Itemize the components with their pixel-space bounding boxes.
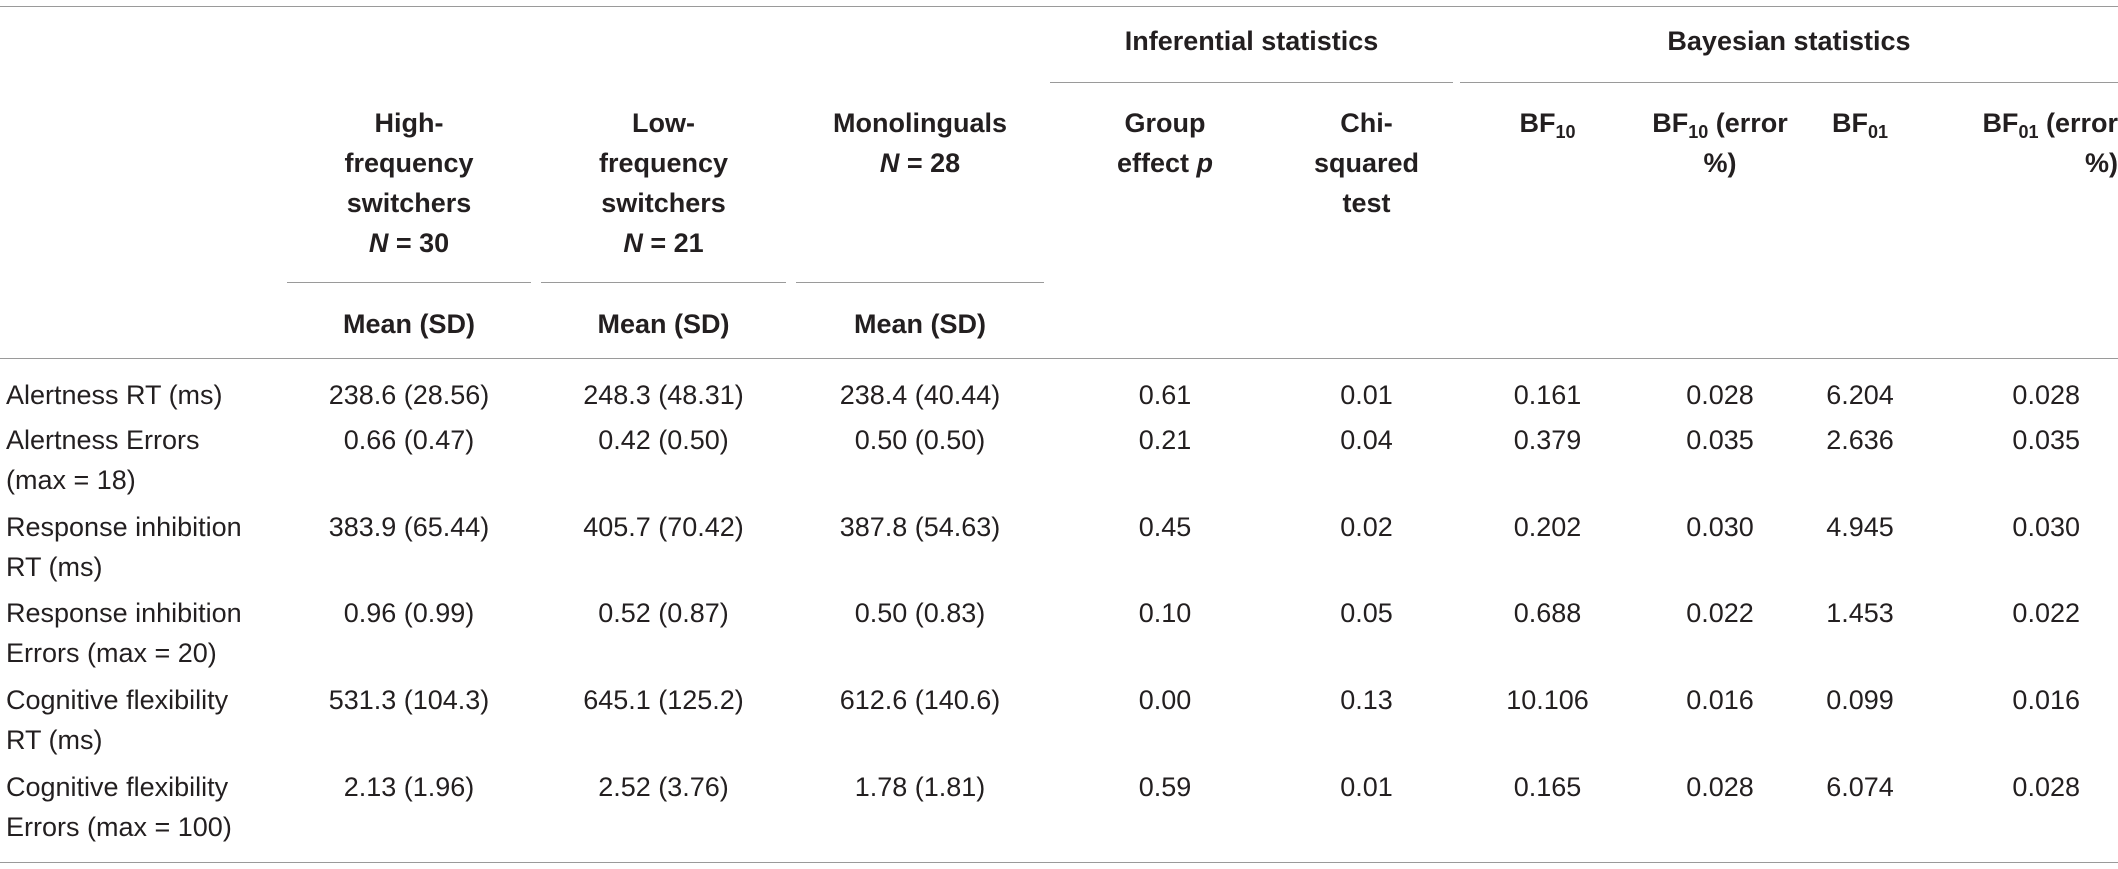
inferential-rule: [1050, 82, 1453, 83]
mono-group-rule: [796, 282, 1044, 283]
row-label-line1: Cognitive flexibility: [6, 685, 229, 715]
bf10-value: 0.688: [1513, 598, 1582, 628]
bf10-value: 0.202: [1513, 512, 1582, 542]
bf10-header: BF10: [1519, 108, 1576, 142]
mono-value: 0.50 (0.83): [854, 598, 986, 628]
group-p-value: 0.61: [1138, 380, 1192, 410]
bf10-error-value: 0.028: [1686, 380, 1754, 410]
chi-squared-value: 0.01: [1340, 772, 1393, 802]
row-label-line2: Errors (max = 100): [6, 812, 232, 842]
mono-value: 0.50 (0.50): [854, 425, 986, 455]
low-value: 0.52 (0.87): [598, 598, 729, 628]
monolinguals-header: Monolinguals N = 28: [833, 108, 1007, 178]
mono-mean-sd-subheader: Mean (SD): [853, 309, 986, 339]
bf01-error-header: BF01 (error %): [1982, 108, 2118, 178]
bayesian-statistics-header: Bayesian statistics: [1667, 26, 1911, 56]
low-mean-sd-subheader: Mean (SD): [597, 309, 730, 339]
bf01-error-value: 0.022: [2012, 598, 2080, 628]
bf01-value: 0.099: [1826, 685, 1894, 715]
bottom-rule: [0, 862, 2118, 863]
low-value: 645.1 (125.2): [583, 685, 744, 715]
bayesian-rule: [1460, 82, 2118, 83]
chi-squared-value: 0.02: [1340, 512, 1393, 542]
high-value: 2.13 (1.96): [343, 772, 475, 802]
bf10-error-header: BF10 (error %): [1652, 108, 1788, 178]
chi-squared-value: 0.05: [1340, 598, 1393, 628]
low-frequency-switchers-header: Low- frequency switchers N = 21: [598, 108, 729, 258]
mono-value: 612.6 (140.6): [839, 685, 1001, 715]
high-value: 531.3 (104.3): [328, 685, 490, 715]
high-value: 0.96 (0.99): [343, 598, 475, 628]
chi-squared-value: 0.13: [1340, 685, 1393, 715]
group-p-value: 0.45: [1138, 512, 1192, 542]
bf01-value: 6.204: [1826, 380, 1894, 410]
high-value: 0.66 (0.47): [343, 425, 475, 455]
high-mean-sd-subheader: Mean (SD): [342, 309, 475, 339]
row-label-line1: Response inhibition: [6, 512, 242, 542]
bf01-value: 6.074: [1826, 772, 1894, 802]
row-label: Response inhibition RT (ms): [6, 507, 306, 587]
bf10-error-value: 0.022: [1686, 598, 1754, 628]
bf01-error-value: 0.016: [2012, 685, 2080, 715]
chi-squared-header: Chi- squared test: [1313, 108, 1420, 218]
bf01-value: 1.453: [1826, 598, 1894, 628]
bf10-error-value: 0.030: [1686, 512, 1754, 542]
bf10-value: 0.165: [1513, 772, 1582, 802]
row-label-line1: Alertness RT (ms): [6, 380, 223, 410]
row-label-line2: RT (ms): [6, 725, 103, 755]
bf01-error-value: 0.028: [2012, 772, 2080, 802]
row-label: Response inhibition Errors (max = 20): [6, 593, 306, 673]
bf01-header: BF01: [1831, 108, 1889, 142]
group-p-value: 0.10: [1138, 598, 1192, 628]
bf01-value: 4.945: [1826, 512, 1894, 542]
top-rule: [0, 6, 2118, 7]
bf10-value: 0.161: [1513, 380, 1582, 410]
inferential-statistics-header: Inferential statistics: [1124, 26, 1379, 56]
header-bottom-rule: [0, 358, 2118, 359]
high-value: 238.6 (28.56): [328, 380, 490, 410]
group-p-value: 0.21: [1138, 425, 1192, 455]
high-frequency-switchers-header: High- frequency switchers N = 30: [344, 108, 474, 258]
bf10-value: 10.106: [1506, 685, 1589, 715]
low-group-rule: [541, 282, 786, 283]
row-label-line2: (max = 18): [6, 465, 136, 495]
group-effect-header: Group effect p: [1116, 108, 1214, 178]
bf10-error-value: 0.035: [1686, 425, 1754, 455]
row-label-line1: Cognitive flexibility: [6, 772, 229, 802]
group-p-value: 0.59: [1138, 772, 1192, 802]
bf01-error-value: 0.028: [2012, 380, 2080, 410]
group-p-value: 0.00: [1138, 685, 1192, 715]
bf01-value: 2.636: [1826, 425, 1894, 455]
row-label-line2: RT (ms): [6, 552, 103, 582]
row-label: Cognitive flexibility RT (ms): [6, 680, 306, 760]
bf10-value: 0.379: [1513, 425, 1582, 455]
chi-squared-value: 0.04: [1340, 425, 1393, 455]
bf10-error-value: 0.028: [1686, 772, 1754, 802]
mono-value: 1.78 (1.81): [854, 772, 986, 802]
chi-squared-value: 0.01: [1340, 380, 1393, 410]
row-label: Alertness RT (ms): [6, 375, 306, 415]
row-label: Cognitive flexibility Errors (max = 100): [6, 767, 306, 847]
bf10-error-value: 0.016: [1686, 685, 1754, 715]
high-group-rule: [287, 282, 531, 283]
bf01-error-value: 0.030: [2012, 512, 2080, 542]
low-value: 2.52 (3.76): [598, 772, 729, 802]
bf01-error-value: 0.035: [2012, 425, 2080, 455]
low-value: 248.3 (48.31): [583, 380, 744, 410]
low-value: 405.7 (70.42): [583, 512, 744, 542]
mono-value: 387.8 (54.63): [839, 512, 1001, 542]
row-label-line1: Alertness Errors: [6, 425, 200, 455]
row-label-line1: Response inhibition: [6, 598, 242, 628]
high-value: 383.9 (65.44): [328, 512, 490, 542]
mono-value: 238.4 (40.44): [839, 380, 1001, 410]
row-label-line2: Errors (max = 20): [6, 638, 217, 668]
row-label: Alertness Errors (max = 18): [6, 420, 306, 500]
low-value: 0.42 (0.50): [598, 425, 729, 455]
